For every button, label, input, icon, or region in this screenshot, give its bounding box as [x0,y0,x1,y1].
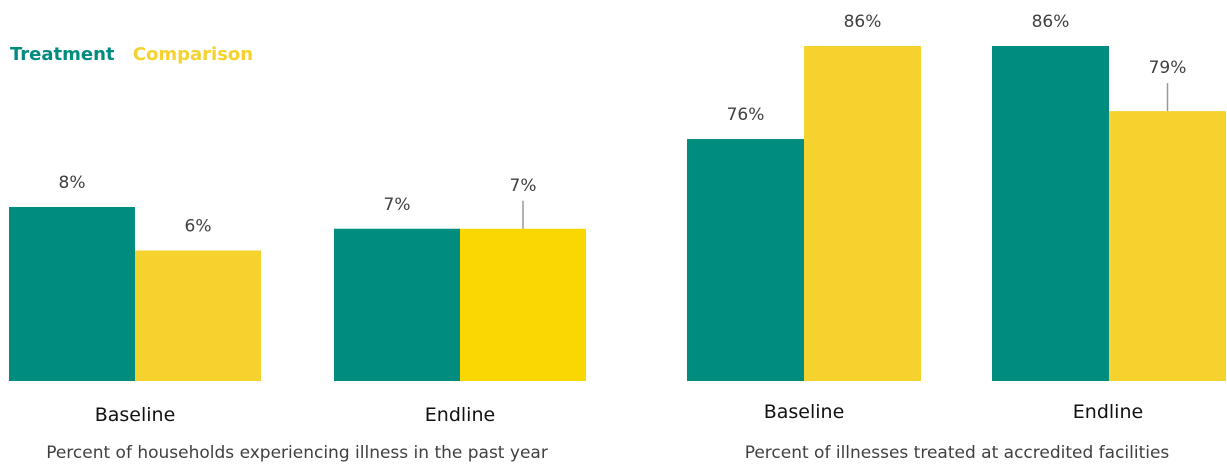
data-label-treatment-endline: 86% [1032,12,1070,32]
bar-treatment-baseline [687,139,804,381]
chart-treated-accredited: 76% 86% Baseline 86% 79% Endline Percent of il… [687,12,1226,463]
bar-comparison-endline [460,228,586,381]
data-label-treatment-baseline: 76% [727,105,765,125]
bar-comparison-baseline [804,46,921,381]
category-label-endline: Endline [1073,401,1143,423]
category-label-baseline: Baseline [764,401,845,423]
legend-treatment: Treatment [10,44,115,65]
chart-title: Percent of households experiencing illne… [46,443,548,463]
data-label-comparison-endline: 79% [1149,58,1187,78]
data-label-comparison-endline: 7% [510,176,537,196]
legend-comparison: Comparison [132,44,254,65]
data-label-comparison-baseline: 6% [185,217,212,237]
bar-treatment-baseline [9,207,135,381]
data-label-comparison-baseline: 86% [844,12,882,32]
data-label-treatment-endline: 7% [384,195,411,215]
chart-illness-households: 8% 6% Baseline 7% 7% Endline Percent of househ… [9,173,586,463]
category-label-baseline: Baseline [95,404,176,426]
bar-comparison-baseline [135,250,261,381]
chart-title: Percent of illnesses treated at accredit… [745,443,1170,463]
bar-comparison-endline [1109,111,1226,381]
chart-legend: Treatment Comparison [10,44,265,65]
bar-treatment-endline [992,46,1109,381]
data-label-treatment-baseline: 8% [59,173,86,193]
category-label-endline: Endline [425,404,495,426]
bar-treatment-endline [334,228,460,381]
